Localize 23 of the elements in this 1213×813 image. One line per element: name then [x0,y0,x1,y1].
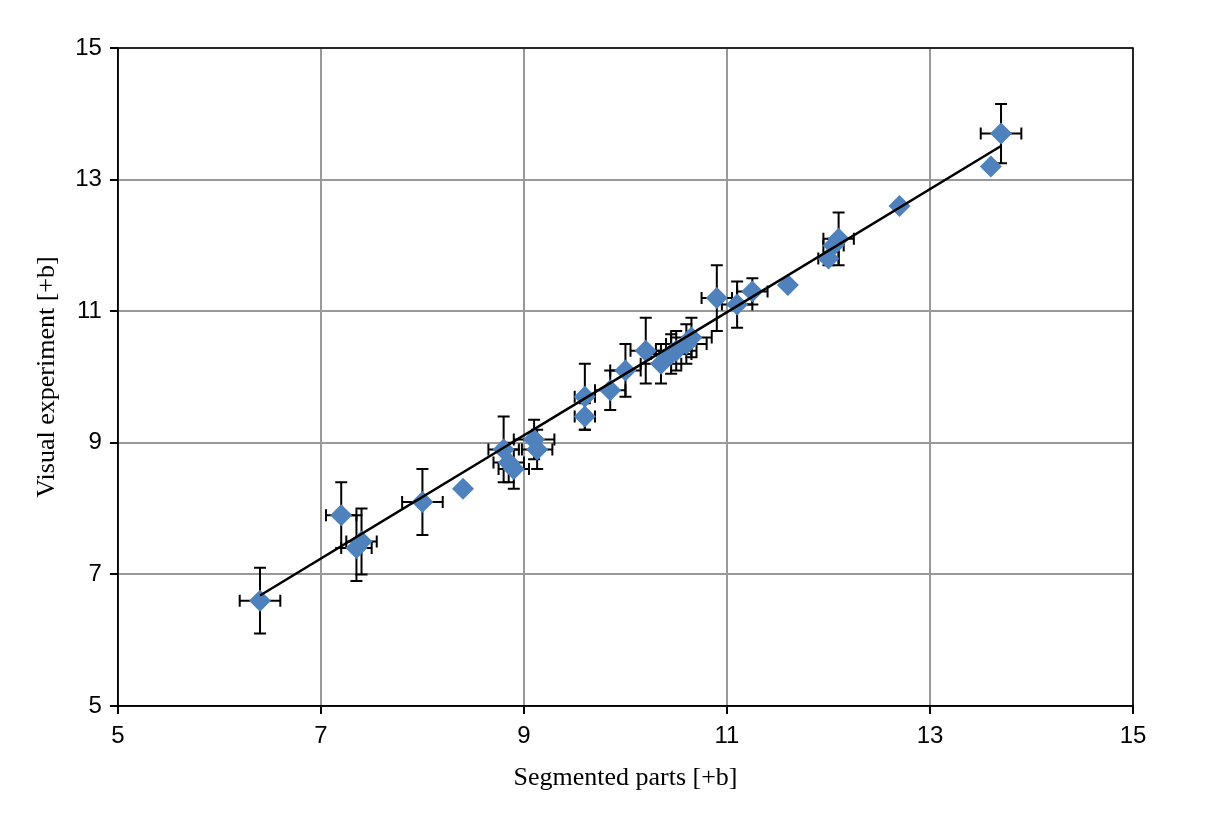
y-tick-label: 7 [88,559,102,587]
y-tick-label: 5 [88,690,102,718]
x-tick-label: 5 [111,721,125,749]
x-tick-label: 11 [714,721,740,749]
x-tick-label: 7 [314,721,328,749]
x-axis-title: Segmented parts [+b] [513,762,738,792]
y-tick-label: 9 [88,427,102,455]
point [979,155,1002,178]
y-tick-label: 11 [76,295,102,323]
y-tick-label: 13 [75,164,102,192]
point [634,339,657,362]
point [649,352,672,375]
point [452,477,475,500]
point [705,287,728,310]
x-tick-label: 15 [1119,721,1147,749]
point [990,122,1013,145]
x-tick-label: 9 [517,721,531,749]
y-axis-title: Visual experiment [+b] [31,256,61,498]
point [330,504,353,527]
x-tick-label: 13 [916,721,944,749]
point [776,273,799,296]
y-tick-label: 15 [75,32,102,60]
point [249,589,272,612]
